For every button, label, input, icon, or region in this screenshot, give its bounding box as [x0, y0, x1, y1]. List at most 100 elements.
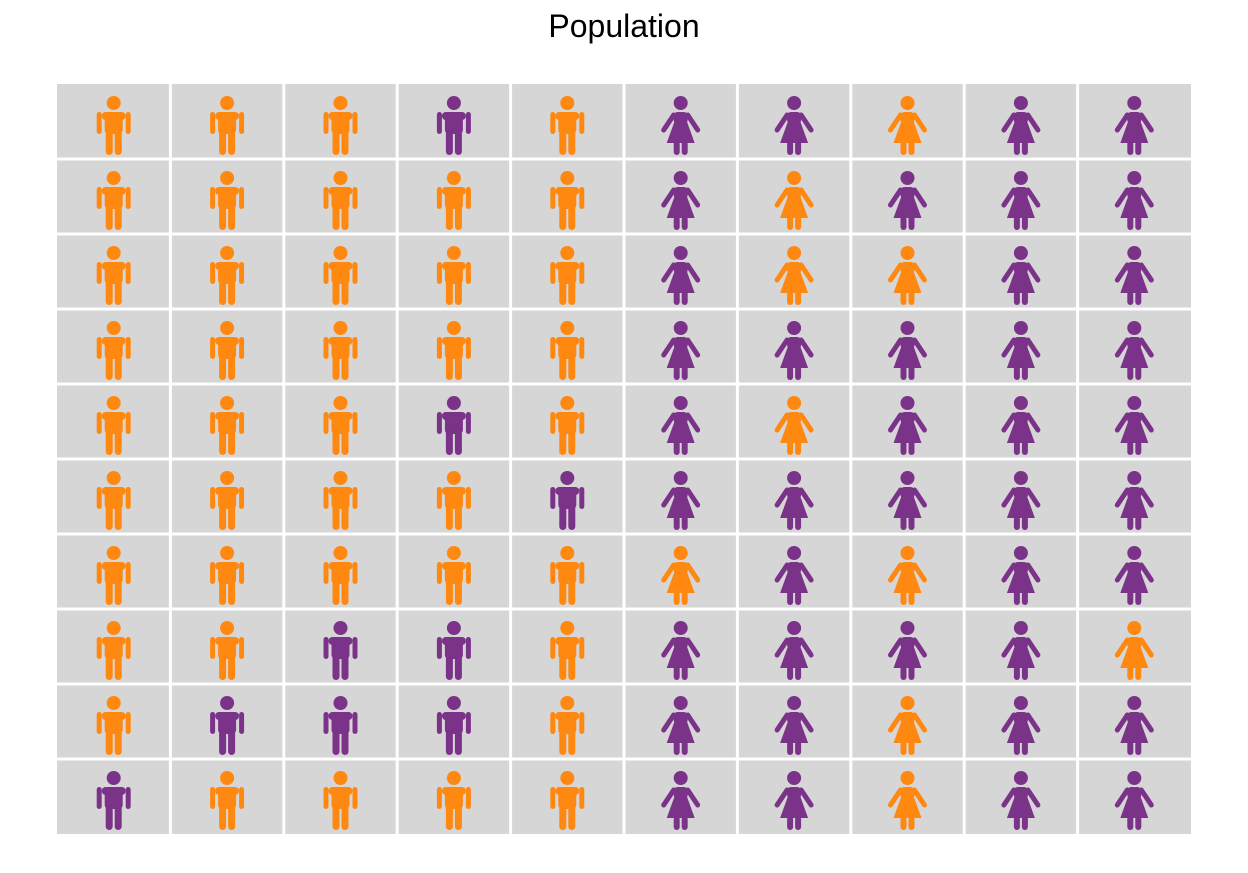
male-icon: [96, 546, 131, 605]
male-icon: [550, 171, 585, 230]
female-icon: [774, 246, 814, 305]
male-icon: [323, 321, 358, 380]
male-icon: [96, 246, 131, 305]
female-icon: [1114, 171, 1154, 230]
male-icon: [210, 246, 245, 305]
female-icon: [1001, 96, 1041, 155]
female-icon: [661, 771, 701, 830]
male-icon: [323, 246, 358, 305]
male-icon: [550, 471, 585, 530]
female-icon: [888, 471, 927, 530]
male-icon: [323, 546, 358, 605]
female-icon: [888, 171, 927, 230]
female-icon: [1001, 546, 1041, 605]
male-icon: [550, 96, 585, 155]
female-icon: [661, 96, 701, 155]
pictogram-grid: [57, 84, 1191, 834]
male-icon: [436, 696, 471, 755]
female-icon: [1114, 771, 1154, 830]
female-icon: [661, 696, 701, 755]
chart-title: Population: [548, 8, 700, 44]
female-icon: [1001, 696, 1041, 755]
female-icon: [888, 771, 927, 830]
female-icon: [888, 621, 927, 680]
male-icon: [436, 246, 471, 305]
female-icon: [1001, 471, 1041, 530]
female-icon: [661, 246, 701, 305]
female-icon: [1114, 546, 1154, 605]
male-icon: [323, 771, 358, 830]
male-icon: [323, 471, 358, 530]
female-icon: [888, 96, 927, 155]
male-icon: [550, 396, 585, 455]
female-icon: [888, 396, 927, 455]
male-icon: [96, 621, 131, 680]
female-icon: [661, 471, 701, 530]
female-icon: [661, 621, 701, 680]
female-icon: [774, 96, 814, 155]
female-icon: [1001, 246, 1041, 305]
male-icon: [96, 96, 131, 155]
male-icon: [550, 696, 585, 755]
male-icon: [96, 696, 131, 755]
male-icon: [436, 471, 471, 530]
male-icon: [550, 321, 585, 380]
male-icon: [436, 621, 471, 680]
male-icon: [323, 696, 358, 755]
male-icon: [323, 171, 358, 230]
female-icon: [1001, 321, 1041, 380]
male-icon: [436, 321, 471, 380]
male-icon: [96, 171, 131, 230]
female-icon: [1114, 471, 1154, 530]
female-icon: [888, 546, 927, 605]
male-icon: [96, 321, 131, 380]
male-icon: [550, 771, 585, 830]
male-icon: [210, 321, 245, 380]
male-icon: [550, 546, 585, 605]
female-icon: [1001, 171, 1041, 230]
male-icon: [96, 771, 131, 830]
male-icon: [210, 771, 245, 830]
male-icon: [210, 396, 245, 455]
female-icon: [1114, 246, 1154, 305]
male-icon: [436, 171, 471, 230]
male-icon: [96, 396, 131, 455]
female-icon: [774, 546, 814, 605]
female-icon: [888, 321, 927, 380]
female-icon: [1001, 396, 1041, 455]
female-icon: [1001, 621, 1041, 680]
female-icon: [661, 396, 701, 455]
male-icon: [210, 96, 245, 155]
female-icon: [774, 171, 814, 230]
female-icon: [661, 171, 701, 230]
pictogram-plot-area: [57, 84, 1191, 834]
female-icon: [1114, 96, 1154, 155]
male-icon: [550, 621, 585, 680]
male-icon: [436, 546, 471, 605]
female-icon: [1001, 771, 1041, 830]
female-icon: [774, 621, 814, 680]
female-icon: [1114, 696, 1154, 755]
female-icon: [1114, 396, 1154, 455]
male-icon: [210, 696, 245, 755]
female-icon: [1114, 321, 1154, 380]
male-icon: [436, 396, 471, 455]
male-icon: [210, 546, 245, 605]
female-icon: [888, 246, 927, 305]
female-icon: [774, 696, 814, 755]
female-icon: [661, 546, 701, 605]
male-icon: [210, 171, 245, 230]
female-icon: [774, 771, 814, 830]
female-icon: [888, 696, 927, 755]
male-icon: [323, 396, 358, 455]
male-icon: [550, 246, 585, 305]
female-icon: [661, 321, 701, 380]
male-icon: [436, 771, 471, 830]
female-icon: [774, 396, 814, 455]
female-icon: [774, 321, 814, 380]
male-icon: [210, 471, 245, 530]
male-icon: [96, 471, 131, 530]
male-icon: [436, 96, 471, 155]
male-icon: [210, 621, 245, 680]
female-icon: [1114, 621, 1154, 680]
